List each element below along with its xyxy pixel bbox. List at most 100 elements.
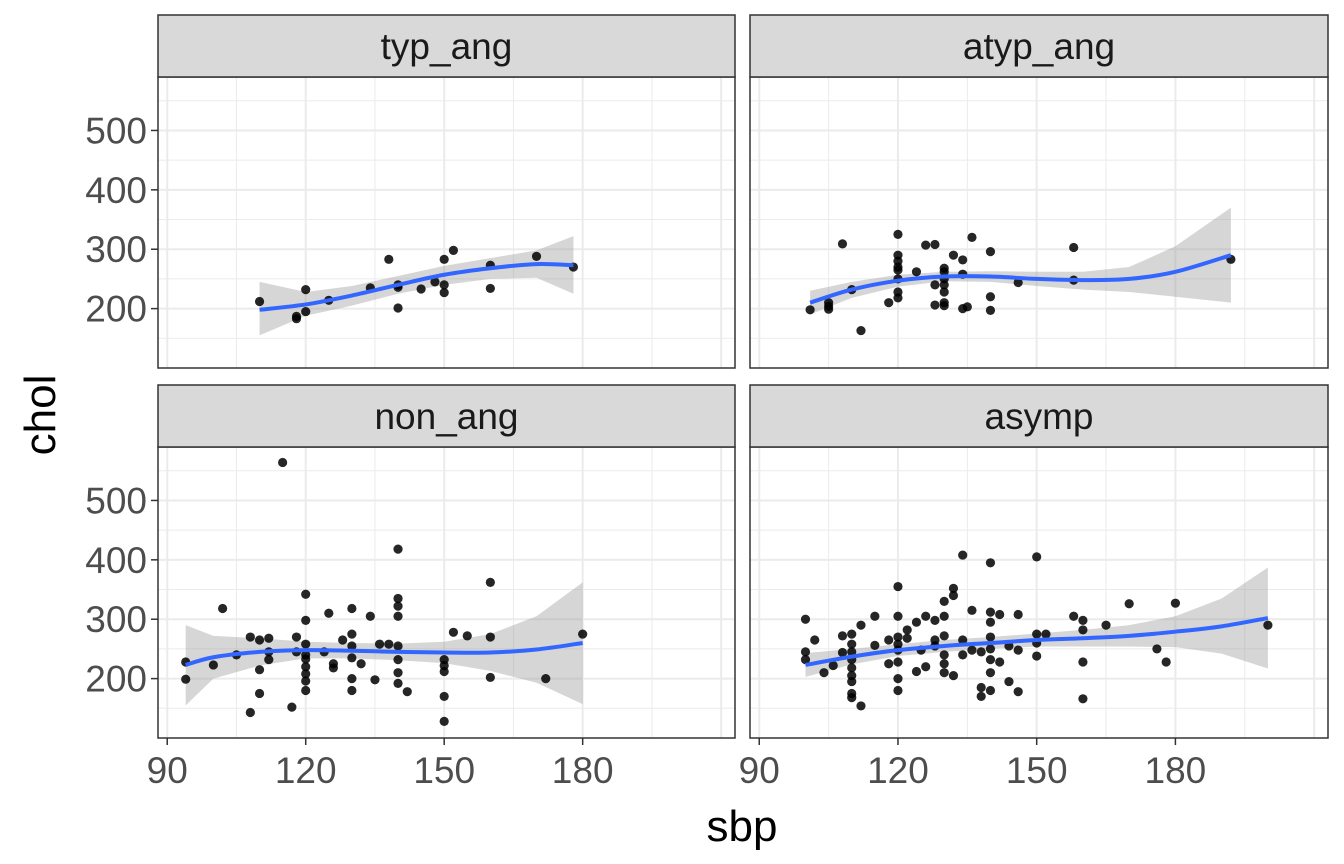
confidence-band: [810, 207, 1231, 315]
data-point: [893, 657, 903, 667]
facet-panel-typ_ang: typ_ang 200 300 400 500: [85, 14, 736, 369]
y-tick-label: 300: [85, 599, 147, 640]
data-point: [393, 678, 403, 688]
data-point: [985, 558, 996, 568]
data-point: [810, 635, 820, 645]
data-point: [985, 607, 996, 617]
data-point: [485, 632, 495, 642]
panel-background: [750, 447, 1328, 738]
data-point: [870, 640, 880, 650]
data-point: [301, 615, 311, 626]
panel-background: [158, 447, 735, 738]
data-point: [301, 662, 311, 672]
confidence-band: [259, 236, 574, 336]
x-tick-label: 180: [552, 750, 614, 791]
data-point: [939, 631, 949, 641]
data-point: [939, 287, 949, 297]
data-point: [930, 615, 940, 626]
data-point: [365, 611, 375, 621]
data-point: [847, 693, 857, 703]
data-point: [819, 668, 829, 678]
data-point: [893, 265, 903, 275]
data-point: [837, 647, 848, 658]
data-point: [439, 666, 449, 677]
data-point: [384, 639, 394, 649]
strip-label: non_ang: [374, 396, 518, 437]
data-point: [985, 617, 996, 627]
data-point: [985, 247, 996, 257]
y-tick-label: 400: [85, 540, 147, 581]
data-point: [301, 654, 311, 664]
data-point: [847, 647, 857, 657]
data-point: [181, 674, 191, 684]
data-point: [578, 629, 588, 639]
strip-label: asymp: [985, 396, 1094, 437]
data-point: [893, 685, 903, 696]
data-point: [347, 641, 357, 651]
data-point: [958, 650, 968, 660]
data-point: [287, 702, 297, 712]
data-point: [939, 596, 949, 607]
data-point: [921, 240, 931, 250]
data-point: [1078, 625, 1088, 635]
data-point: [985, 632, 996, 642]
data-point: [393, 544, 403, 554]
data-point: [948, 590, 959, 601]
data-point: [1041, 629, 1051, 639]
data-point: [1013, 645, 1023, 655]
data-point: [1161, 657, 1171, 667]
data-point: [985, 668, 996, 678]
data-point: [485, 283, 495, 294]
data-point: [301, 676, 311, 686]
strip-label: typ_ang: [381, 26, 513, 67]
data-point: [847, 663, 857, 673]
data-point: [1078, 615, 1088, 626]
data-point: [393, 593, 403, 604]
data-point: [985, 292, 996, 302]
data-point: [837, 239, 848, 249]
data-point: [976, 682, 986, 693]
data-point: [254, 688, 265, 699]
data-point: [837, 631, 848, 641]
data-point: [893, 581, 903, 592]
y-tick-label: 500: [85, 480, 147, 521]
data-point: [1013, 277, 1023, 288]
y-tick-label: 200: [85, 659, 147, 700]
data-point: [939, 668, 949, 678]
data-point: [893, 293, 903, 303]
x-tick-label: 150: [1006, 750, 1068, 791]
data-point: [439, 287, 449, 298]
data-point: [208, 660, 218, 670]
data-point: [870, 611, 880, 621]
x-tick-label: 90: [739, 750, 780, 791]
panel-background: [750, 77, 1328, 368]
data-point: [921, 611, 931, 621]
data-point: [893, 674, 903, 684]
data-point: [1124, 599, 1134, 609]
data-point: [439, 280, 449, 290]
data-point: [967, 605, 977, 615]
data-point: [485, 672, 495, 683]
data-point: [828, 660, 838, 671]
data-point: [1078, 694, 1088, 704]
data-point: [893, 632, 903, 642]
data-point: [1069, 242, 1079, 253]
data-point: [930, 239, 940, 250]
data-point: [985, 655, 996, 665]
smooth-line: [259, 261, 574, 312]
data-point: [976, 691, 986, 702]
data-point: [884, 635, 894, 645]
data-point: [805, 305, 815, 315]
data-point: [301, 685, 311, 696]
smooth-line: [805, 616, 1269, 667]
data-point: [393, 601, 403, 611]
data-point: [541, 674, 551, 684]
data-point: [485, 577, 495, 588]
data-point: [393, 655, 403, 665]
data-point: [967, 645, 977, 655]
data-point: [245, 632, 255, 642]
data-point: [393, 303, 403, 313]
data-point: [884, 298, 894, 308]
data-point: [1170, 598, 1181, 608]
